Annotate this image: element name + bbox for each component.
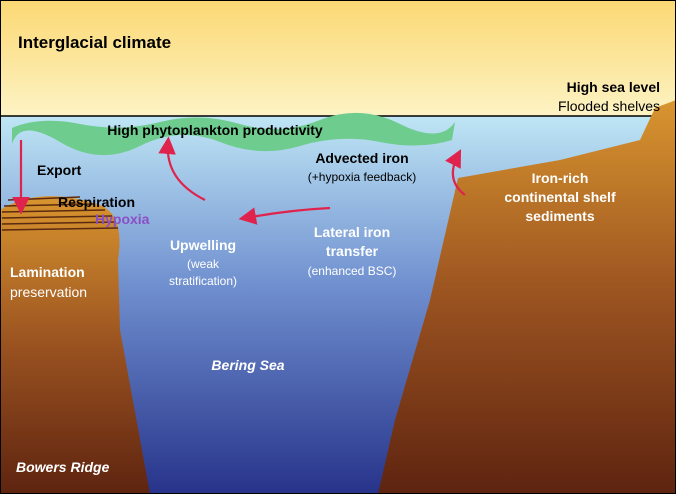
label: High phytoplankton productivity [107, 122, 323, 138]
label: transfer [326, 243, 379, 259]
label: continental shelf [504, 189, 616, 205]
label: (weak [187, 257, 220, 271]
label: (enhanced BSC) [308, 264, 397, 278]
label: Iron-rich [532, 170, 589, 186]
label: Advected iron [315, 150, 408, 166]
label: preservation [10, 284, 87, 300]
label: Bering Sea [211, 357, 284, 373]
label: Export [37, 162, 82, 178]
label: Lateral iron [314, 224, 390, 240]
label: (+hypoxia feedback) [308, 170, 416, 184]
diagram: Interglacial climate High sea level Floo… [0, 0, 676, 494]
title: Interglacial climate [18, 33, 171, 52]
label: Lamination [10, 264, 85, 280]
label: Bowers Ridge [16, 459, 110, 475]
sea-level-subtitle: Flooded shelves [558, 98, 660, 114]
page: Interglacial climate High sea level Floo… [0, 0, 676, 494]
label: Hypoxia [95, 211, 150, 227]
label: stratification) [169, 274, 237, 288]
label: sediments [525, 208, 594, 224]
label: Upwelling [170, 237, 236, 253]
label: Respiration [58, 194, 135, 210]
sea-level-title: High sea level [567, 79, 660, 95]
